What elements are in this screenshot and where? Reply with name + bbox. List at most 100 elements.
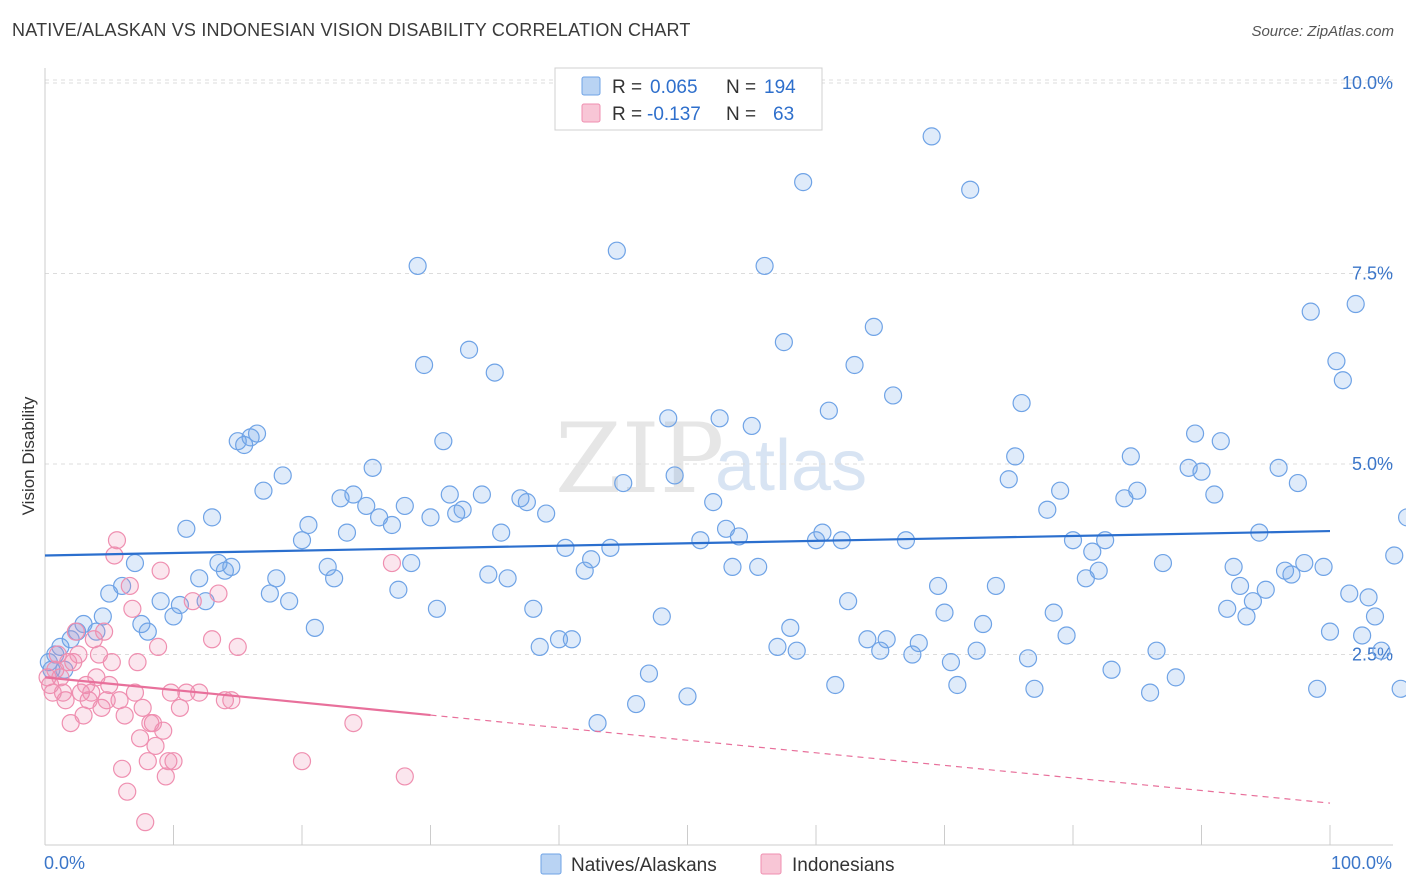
point-natives-alaskans (819, 401, 838, 420)
point-natives-alaskans (344, 485, 363, 504)
point-indonesians (159, 752, 178, 771)
point-natives-alaskans (1083, 542, 1102, 561)
point-indonesians (123, 599, 142, 618)
point-natives-alaskans (1230, 576, 1250, 596)
point-natives-alaskans (440, 485, 459, 504)
legend-swatch-indonesians (760, 853, 782, 875)
point-indonesians (82, 683, 101, 702)
point-natives-alaskans (273, 466, 292, 485)
point-natives-alaskans (1353, 626, 1372, 645)
point-indonesians (107, 531, 127, 550)
x-tick-label-min: 0.0% (44, 853, 85, 873)
point-natives-alaskans (1327, 352, 1346, 371)
point-natives-alaskans (826, 675, 845, 695)
point-natives-alaskans (839, 592, 858, 611)
point-indonesians (128, 653, 147, 672)
point-natives-alaskans (922, 127, 941, 146)
y-tick-label: 5.0% (1352, 454, 1393, 474)
point-indonesians (112, 759, 132, 778)
point-natives-alaskans (556, 538, 575, 557)
point-indonesians (69, 645, 88, 664)
watermark: ZIP atlas (555, 403, 867, 515)
point-indonesians (110, 691, 129, 710)
point-natives-alaskans (517, 493, 536, 512)
trend-lines (44, 529, 1331, 804)
point-natives-alaskans (1128, 481, 1147, 500)
point-natives-alaskans (151, 592, 170, 611)
point-indonesians (148, 637, 168, 656)
trendline-indonesians-extrapolated (430, 714, 1331, 804)
point-natives-alaskans (1365, 607, 1385, 626)
point-natives-alaskans (1282, 565, 1301, 584)
stats-n-value-pink: 63 (773, 104, 794, 125)
point-natives-alaskans (1192, 462, 1211, 481)
point-natives-alaskans (382, 515, 402, 535)
point-natives-alaskans (434, 432, 453, 451)
point-indonesians (138, 752, 157, 771)
point-natives-alaskans (1063, 531, 1083, 550)
chart-title: NATIVE/ALASKAN VS INDONESIAN VISION DISA… (12, 20, 691, 40)
point-natives-alaskans (93, 607, 112, 626)
point-natives-alaskans (1243, 592, 1263, 611)
point-indonesians (395, 767, 414, 786)
watermark-zip: ZIP (555, 403, 724, 515)
point-natives-alaskans (575, 561, 594, 580)
point-natives-alaskans (414, 355, 434, 375)
point-natives-alaskans (781, 618, 800, 637)
point-natives-alaskans (222, 557, 241, 576)
point-natives-alaskans (472, 485, 491, 504)
point-natives-alaskans (691, 531, 710, 550)
point-natives-alaskans (729, 527, 749, 546)
point-natives-alaskans (260, 584, 279, 603)
y-axis-title: Vision Disability (19, 396, 38, 515)
point-natives-alaskans (389, 580, 408, 599)
point-natives-alaskans (1185, 424, 1205, 443)
point-natives-alaskans (498, 569, 517, 588)
point-indonesians (146, 736, 165, 756)
point-natives-alaskans (549, 630, 569, 649)
point-natives-alaskans (202, 508, 222, 527)
point-natives-alaskans (1121, 447, 1140, 466)
trendline-indonesians (44, 676, 431, 717)
point-indonesians (209, 584, 228, 603)
point-indonesians (161, 683, 181, 702)
point-natives-alaskans (402, 553, 421, 573)
point-indonesians (228, 637, 247, 656)
point-natives-alaskans (254, 481, 273, 500)
watermark-atlas: atlas (715, 426, 867, 506)
legend-label-natives: Natives/Alaskans (571, 855, 717, 876)
point-natives-alaskans (421, 508, 440, 527)
point-indonesians (74, 706, 93, 725)
point-natives-alaskans (247, 424, 267, 443)
axes: 2.5%5.0%7.5%10.0% (44, 68, 1393, 846)
stats-r-value-pink: -0.137 (647, 104, 701, 125)
point-natives-alaskans (1340, 584, 1359, 603)
point-natives-alaskans (1218, 599, 1237, 618)
point-natives-alaskans (337, 523, 357, 542)
point-natives-alaskans (1006, 447, 1025, 466)
point-natives-alaskans (562, 630, 581, 649)
stats-n-label-blue: N = (726, 77, 756, 98)
point-natives-alaskans (537, 504, 556, 523)
point-indonesians (164, 752, 183, 771)
point-natives-alaskans (1301, 302, 1320, 321)
point-natives-alaskans (125, 553, 145, 573)
point-indonesians (105, 546, 124, 565)
point-natives-alaskans (582, 550, 601, 569)
point-natives-alaskans (395, 496, 414, 516)
point-natives-alaskans (877, 630, 896, 649)
point-natives-alaskans (235, 435, 254, 455)
point-natives-alaskans (299, 515, 318, 535)
point-natives-alaskans (601, 538, 620, 557)
point-indonesians (130, 729, 150, 748)
series-indonesians (38, 531, 414, 832)
series-natives-alaskans (39, 127, 1406, 733)
point-natives-alaskans (363, 458, 382, 477)
point-natives-alaskans (639, 664, 659, 683)
stats-r-value-blue: 0.065 (650, 77, 698, 98)
point-natives-alaskans (794, 173, 813, 192)
point-natives-alaskans (138, 622, 157, 641)
point-indonesians (143, 713, 163, 733)
stats-r-label-pink: R = (612, 104, 642, 125)
y-tick-label: 10.0% (1342, 73, 1393, 93)
